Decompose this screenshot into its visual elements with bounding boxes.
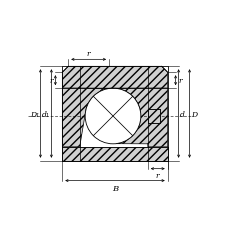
Text: r: r <box>87 50 90 58</box>
Text: D: D <box>190 110 196 118</box>
Text: r: r <box>155 171 159 179</box>
Polygon shape <box>62 67 167 89</box>
Circle shape <box>85 89 140 144</box>
Polygon shape <box>62 89 108 147</box>
Text: d: d <box>179 110 184 118</box>
Text: d₁: d₁ <box>42 110 50 118</box>
Text: r: r <box>49 77 53 85</box>
Polygon shape <box>62 147 167 161</box>
Polygon shape <box>115 89 167 147</box>
Bar <box>147 109 159 123</box>
Text: B: B <box>112 184 117 192</box>
Text: r: r <box>177 77 181 85</box>
Text: D₁: D₁ <box>30 110 39 118</box>
